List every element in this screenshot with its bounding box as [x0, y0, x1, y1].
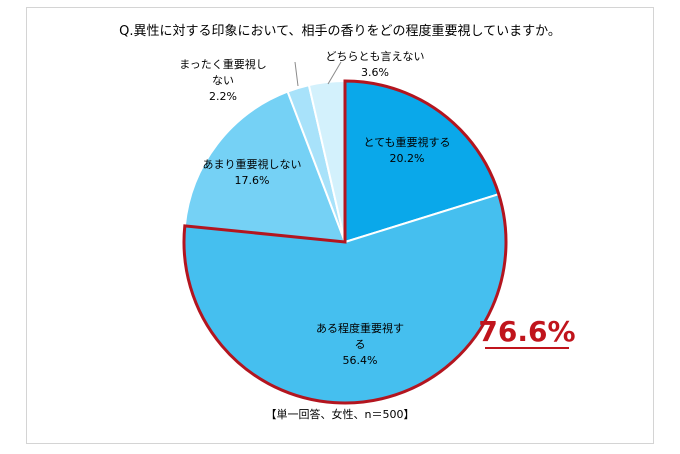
slice-label-4: まったく重要視しない 2.2%: [179, 57, 267, 103]
emphasis-outline-group: [182, 79, 508, 405]
slice-label-2: ある程度重要視する 56.4%: [316, 321, 404, 367]
highlight-total: 76.6%: [478, 315, 575, 348]
chart-frame: Q.異性に対する印象において、相手の香りをどの程度重要視していますか。 とても重…: [26, 7, 654, 444]
slice-labels: とても重要視する 20.2% ある程度重要視する 56.4% あまり重要視しない 17.6…: [179, 50, 450, 367]
slice-label-5: どちらとも言えない 3.6%: [326, 50, 425, 79]
slice-label-3: あまり重要視しない 17.6%: [203, 157, 302, 187]
slice-label-1: とても重要視する 20.2%: [363, 135, 450, 165]
pie-slice-3: [183, 90, 347, 244]
sample-note: 【単一回答、女性、n＝500】: [266, 407, 415, 421]
chart-title: Q.異性に対する印象において、相手の香りをどの程度重要視していますか。: [119, 23, 561, 39]
emphasis-outline: [182, 79, 508, 405]
leader-line-4: [294, 61, 299, 87]
pie-chart: Q.異性に対する印象において、相手の香りをどの程度重要視していますか。 とても重…: [119, 23, 575, 421]
leader-line-5: [327, 61, 342, 85]
